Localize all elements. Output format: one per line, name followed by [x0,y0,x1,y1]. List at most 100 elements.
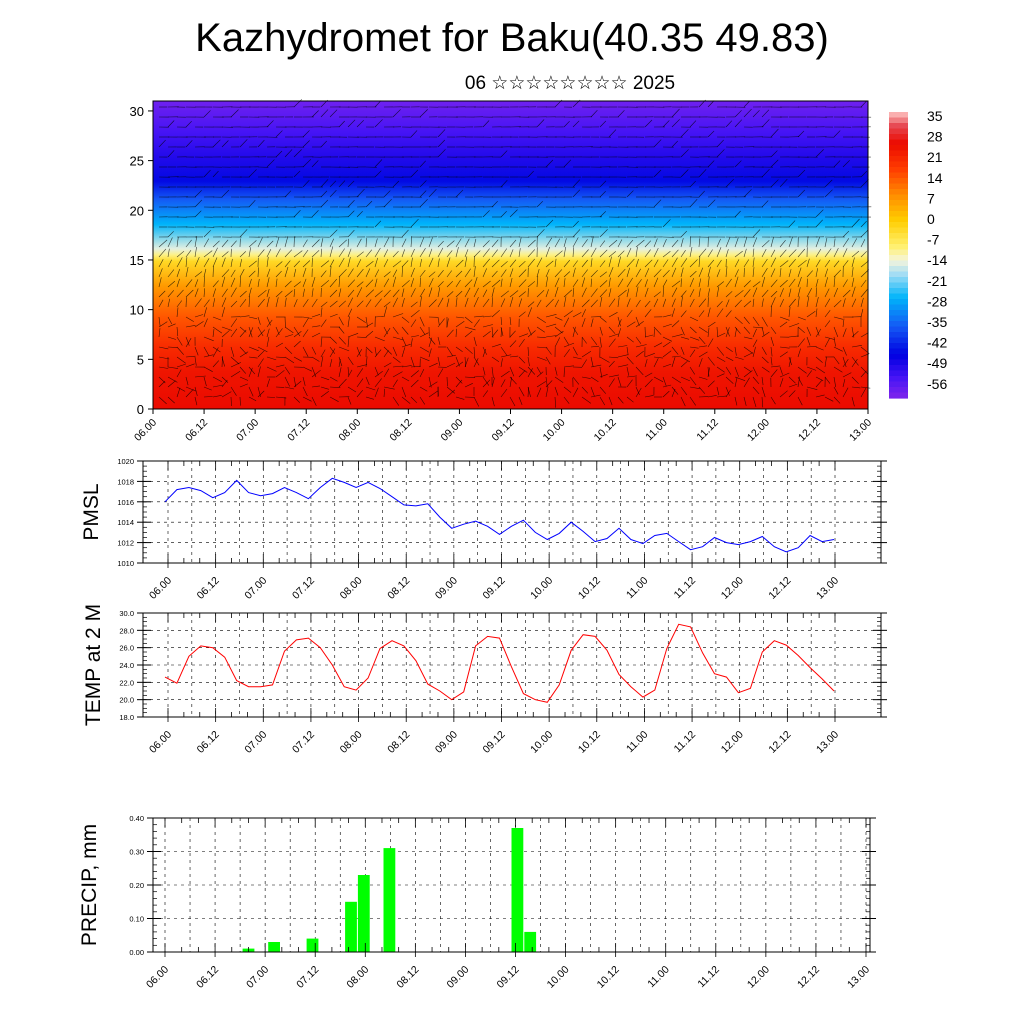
colorbar-label: 35 [927,108,943,124]
x-tick-label: 06.12 [195,575,222,602]
colorbar-label: -14 [927,252,947,268]
colorbar-bin [889,194,908,201]
x-tick-label: 13.00 [814,729,841,756]
x-tick-label: 13.00 [845,964,872,991]
y-tick-label: 30.0 [119,609,134,618]
y-tick-label: 1020 [117,457,134,466]
x-tick-label: 07.00 [244,964,271,991]
x-tick-label: 11.12 [672,729,699,756]
x-tick-label: 12.12 [795,964,822,991]
x-tick-label: 08.12 [387,417,414,444]
colorbar-bin [889,117,908,124]
x-tick-label: 10.12 [595,964,622,991]
x-tick-label: 12.00 [745,964,772,991]
x-tick-label: 10.00 [528,575,555,602]
y-tick-label: 1018 [117,477,134,486]
y-tick-label: 5 [137,352,144,367]
x-tick-label: 06.12 [183,417,210,444]
colorbar-bin [889,282,908,289]
y-tick-label: 25 [130,154,144,169]
y-tick-label: 20 [130,203,144,218]
colorbar-bin [889,266,908,273]
x-tick-label: 12.12 [766,729,793,756]
x-tick-label: 09.00 [438,417,465,444]
y-tick-label: 0.10 [129,915,144,924]
x-tick-label: 11.12 [695,964,722,991]
colorbar-bin [889,359,908,366]
x-tick-label: 10.12 [576,575,603,602]
page-subtitle: 06 ☆☆☆☆☆☆☆☆ 2025 [464,73,676,94]
y-tick-label: 1014 [117,518,134,527]
x-tick-label: 07.12 [294,964,321,991]
x-tick-label: 07.12 [290,729,317,756]
x-tick-label: 06.12 [194,964,221,991]
x-tick-label: 08.12 [385,575,412,602]
y-tick-label: 30 [130,104,144,119]
colorbar-bin [889,326,908,333]
colorbar-label: -42 [927,335,947,351]
colorbar-label: 0 [927,211,935,227]
x-tick-label: 10.00 [545,964,572,991]
x-tick-label: 08.00 [338,575,365,602]
precip-panel: 0.00 0.10 0.20 0.30 0.40 06.00 06.12 07.00 07.12… [78,814,876,991]
x-tick-label: 10.00 [541,417,568,444]
grid [143,460,881,564]
x-tick-label: 07.12 [285,417,312,444]
x-tick-label: 07.00 [242,575,269,602]
colorbar-bin [889,304,908,311]
x-tick-label: 06.12 [195,729,222,756]
colorbar-bin [889,321,908,328]
y-tick-label: 0.30 [129,848,144,857]
x-tick-label: 08.12 [394,964,421,991]
colorbar-bin [889,255,908,262]
panel-frame [142,612,882,718]
x-tick-label: 12.00 [719,575,746,602]
colorbar-bin [889,288,908,295]
colorbar-bin [889,222,908,229]
colorbar-label: 28 [927,129,943,145]
colorbar-bin [889,310,908,317]
x-tick-label: 09.00 [433,729,460,756]
colorbar-bin [889,392,908,399]
colorbar: 35 28 21 14 7 0 -7 -14 -21 -28 -35 -42 -49 -56 [889,108,947,399]
colorbar-bin [889,238,908,245]
colorbar-bin [889,343,908,350]
colorbar-label: -56 [927,376,947,392]
colorbar-bin [889,271,908,278]
y-tick-label: 0 [137,402,144,417]
y-tick-label: 10 [130,303,144,318]
x-tick-label: 12.12 [796,417,823,444]
x-tick-label: 09.00 [444,964,471,991]
x-tick-label: 09.12 [495,964,522,991]
y-tick-label: 0.20 [129,881,144,890]
colorbar-bin [889,178,908,185]
y-tick-label: 1016 [117,498,134,507]
y-tick-label: 20.0 [119,696,134,705]
temp-series-line [164,623,835,703]
colorbar-bin [889,123,908,130]
pmsl-ylabel: PMSL [80,483,103,540]
panel-frame [142,460,882,564]
colorbar-bin [889,150,908,157]
colorbar-bin [889,365,908,372]
x-tick-label: 12.00 [745,417,772,444]
x-tick-label: 11.12 [694,417,721,444]
colorbar-bin [889,145,908,152]
x-tick-label: 08.00 [344,964,371,991]
colorbar-bin [889,167,908,174]
x-tick-label: 11.00 [643,417,670,444]
colorbar-bin [889,387,908,394]
colorbar-label: 14 [927,170,943,186]
x-tick-label: 11.00 [624,729,651,756]
pmsl-panel: 1010 1012 1014 1016 1018 1020 06.00 06.12 07.00 0… [80,457,887,602]
colorbar-bin [889,200,908,207]
x-tick-label: 11.12 [672,575,699,602]
x-tick-label: 10.12 [592,417,619,444]
y-tick-label: 18.0 [119,713,134,722]
colorbar-bin [889,293,908,300]
precip-ylabel: PRECIP, mm [78,824,101,946]
x-tick-label: 10.00 [528,729,555,756]
x-tick-label: 09.12 [490,417,517,444]
colorbar-bin [889,216,908,223]
